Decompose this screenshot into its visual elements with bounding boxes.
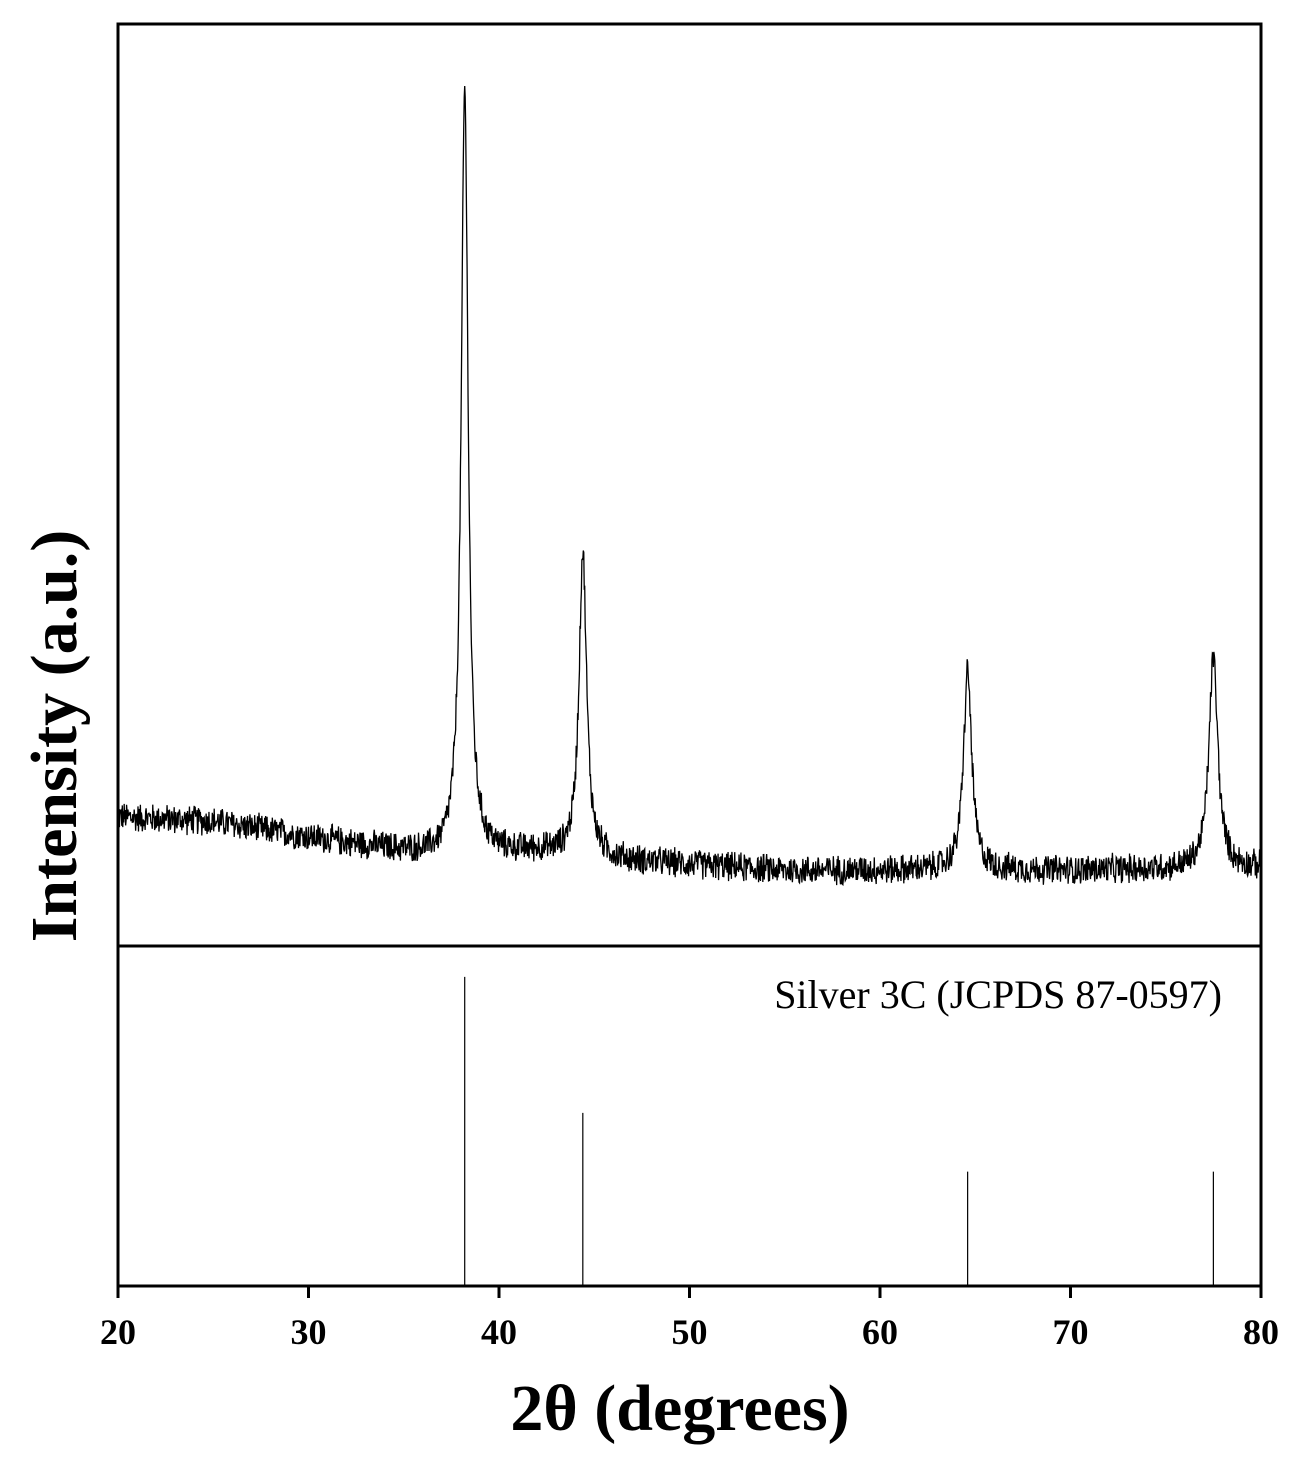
x-tick-label: 50 [672, 1312, 708, 1352]
bottom-panel: Silver 3C (JCPDS 87-0597) [116, 944, 1263, 1288]
top-panel [116, 22, 1263, 948]
x-axis-title: 2θ (degrees) [510, 1372, 849, 1445]
top-panel-frame [116, 22, 1263, 948]
x-tick-label: 20 [100, 1312, 136, 1352]
x-tick-label: 80 [1243, 1312, 1279, 1352]
reference-label: Silver 3C (JCPDS 87-0597) [774, 972, 1222, 1017]
x-tick-label: 40 [481, 1312, 517, 1352]
xrd-pattern-line [117, 86, 1262, 887]
x-tick-label: 30 [291, 1312, 327, 1352]
x-tick-label: 70 [1053, 1312, 1089, 1352]
x-tick-label: 60 [862, 1312, 898, 1352]
y-axis-title: Intensity (a.u.) [18, 530, 91, 943]
x-axis: 20 30 40 50 60 70 80 [100, 1286, 1279, 1352]
reference-sticks [464, 976, 1214, 1286]
